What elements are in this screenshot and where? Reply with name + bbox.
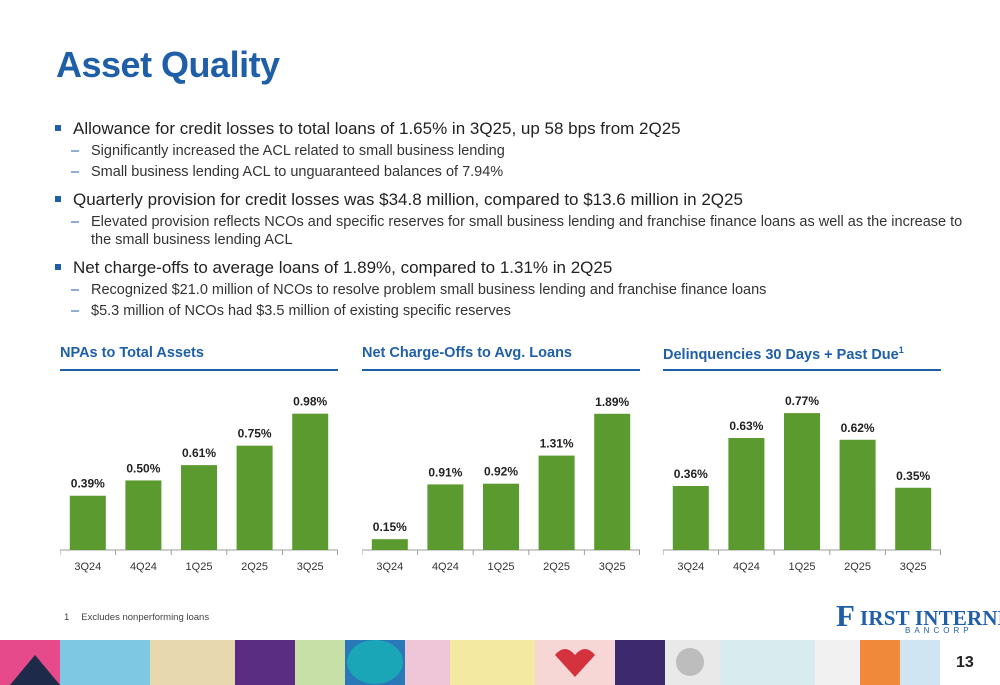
bar-3q24 <box>371 539 408 550</box>
bar-4q24 <box>728 438 765 550</box>
sub-bullet: – $5.3 million of NCOs had $3.5 million o… <box>55 302 975 320</box>
sub-bullet: – Recognized $21.0 million of NCOs to res… <box>55 281 975 299</box>
chart-title: NPAs to Total Assets <box>60 345 204 361</box>
page-number: 13 <box>956 654 974 671</box>
bullet-square-icon <box>55 264 61 270</box>
bullet-text: Quarterly provision for credit losses wa… <box>73 190 743 209</box>
data-label: 0.91% <box>428 465 462 479</box>
bar-2q25 <box>236 445 273 550</box>
bar-4q24 <box>427 484 464 550</box>
sub-bullet-text: $5.3 million of NCOs had $3.5 million of… <box>91 303 511 319</box>
chart-title-text: Delinquencies 30 Days + Past Due <box>663 346 899 363</box>
npa-chart: NPAs to Total Assets 0.39% 3Q24 0.50% 4Q24 0… <box>60 342 338 577</box>
footnote: 1 Excludes nonperforming loans <box>64 612 209 623</box>
footnote-marker: 1 <box>898 345 904 355</box>
bar-3q25 <box>594 413 631 550</box>
x-tick-label: 4Q24 <box>733 561 760 573</box>
x-tick-label: 2Q25 <box>241 561 268 573</box>
bar-3q25 <box>292 413 329 550</box>
dash-icon: – <box>71 214 80 230</box>
logo-subtitle: BANCORP <box>905 626 973 635</box>
data-label: 0.75% <box>238 427 272 441</box>
data-label: 0.50% <box>126 461 160 475</box>
data-label: 0.35% <box>896 469 930 483</box>
data-label: 0.98% <box>293 395 327 409</box>
dash-icon: – <box>71 164 80 180</box>
delinquency-bar-chart: 0.36% 3Q24 0.63% 4Q24 0.77% 1Q25 0.62% 2Q25 0.35… <box>663 394 941 573</box>
x-tick-label: 3Q24 <box>376 561 403 573</box>
logo-initial: F <box>836 598 855 633</box>
data-label: 0.62% <box>841 421 875 435</box>
bullet-allowance: Allowance for credit losses to total loa… <box>55 118 975 139</box>
data-label: 0.92% <box>484 465 518 479</box>
data-label: 0.77% <box>785 394 819 408</box>
bullet-list: Allowance for credit losses to total loa… <box>55 118 975 320</box>
data-label: 1.89% <box>595 395 629 409</box>
sub-bullet-text: Elevated provision reflects NCOs and spe… <box>91 214 963 248</box>
bar-2q25 <box>538 455 575 550</box>
data-label: 1.31% <box>540 437 574 451</box>
bar-1q25 <box>181 465 217 550</box>
bullet-text: Net charge-offs to average loans of 1.89… <box>73 258 613 277</box>
dash-icon: – <box>71 282 80 298</box>
bullet-square-icon <box>55 125 61 131</box>
x-tick-label: 1Q25 <box>789 561 816 573</box>
data-label: 0.39% <box>71 477 105 491</box>
dash-icon: – <box>71 143 80 159</box>
x-tick-label: 3Q25 <box>297 561 324 573</box>
nco-bar-chart: 0.15% 3Q24 0.91% 4Q24 0.92% 1Q25 1.31% 2Q25 1.89… <box>362 395 640 573</box>
sub-bullet-text: Small business lending ACL to unguarante… <box>91 164 504 180</box>
sub-bullet: – Significantly increased the ACL related… <box>55 142 975 160</box>
bar-4q24 <box>125 480 162 550</box>
x-tick-label: 1Q25 <box>488 561 515 573</box>
x-tick-label: 2Q25 <box>543 561 570 573</box>
sub-bullet: – Elevated provision reflects NCOs and sp… <box>55 213 975 249</box>
bullet-net-charge-offs: Net charge-offs to average loans of 1.89… <box>55 257 975 278</box>
sub-bullet-text: Significantly increased the ACL related … <box>91 143 505 159</box>
sub-bullet: – Small business lending ACL to unguarant… <box>55 163 975 181</box>
bar-2q25 <box>839 439 876 550</box>
sub-bullet-text: Recognized $21.0 million of NCOs to reso… <box>91 282 767 298</box>
x-tick-label: 4Q24 <box>130 561 157 573</box>
nco-chart: Net Charge-Offs to Avg. Loans 0.15% 3Q24 0… <box>362 342 640 577</box>
bar-1q25 <box>784 413 820 550</box>
bar-3q25 <box>895 487 932 550</box>
chart-title: Net Charge-Offs to Avg. Loans <box>362 345 572 361</box>
chart-title-rule <box>362 369 640 371</box>
x-tick-label: 3Q25 <box>599 561 626 573</box>
data-label: 0.63% <box>729 419 763 433</box>
chart-title-rule <box>663 369 941 371</box>
company-logo: F IRST INTERNET BANCORP <box>836 598 1000 636</box>
x-tick-label: 4Q24 <box>432 561 459 573</box>
bullet-text: Allowance for credit losses to total loa… <box>73 119 681 138</box>
bullet-square-icon <box>55 196 61 202</box>
chart-title: Delinquencies 30 Days + Past Due1 <box>663 345 904 363</box>
bar-3q24 <box>69 495 106 550</box>
data-label: 0.36% <box>674 467 708 481</box>
bullet-provision: Quarterly provision for credit losses wa… <box>55 189 975 210</box>
x-tick-label: 2Q25 <box>844 561 871 573</box>
chart-title-rule <box>60 369 338 371</box>
footnote-number: 1 <box>64 612 70 623</box>
data-label: 0.61% <box>182 446 216 460</box>
dash-icon: – <box>71 303 80 319</box>
footnote-text: Excludes nonperforming loans <box>81 612 210 623</box>
x-tick-label: 3Q25 <box>900 561 927 573</box>
npa-bar-chart: 0.39% 3Q24 0.50% 4Q24 0.61% 1Q25 0.75% 2Q25 0.98… <box>60 395 338 573</box>
bar-3q24 <box>672 486 709 550</box>
bar-1q25 <box>483 483 519 550</box>
decorative-pattern-strip <box>0 640 1000 685</box>
x-tick-label: 3Q24 <box>74 561 101 573</box>
page-title: Asset Quality <box>56 44 280 85</box>
logo-name: IRST INTERNET <box>860 606 1000 630</box>
x-tick-label: 1Q25 <box>186 561 213 573</box>
x-tick-label: 3Q24 <box>677 561 704 573</box>
data-label: 0.15% <box>373 520 407 534</box>
delinquency-chart: Delinquencies 30 Days + Past Due1 0.36% 3… <box>663 342 941 577</box>
